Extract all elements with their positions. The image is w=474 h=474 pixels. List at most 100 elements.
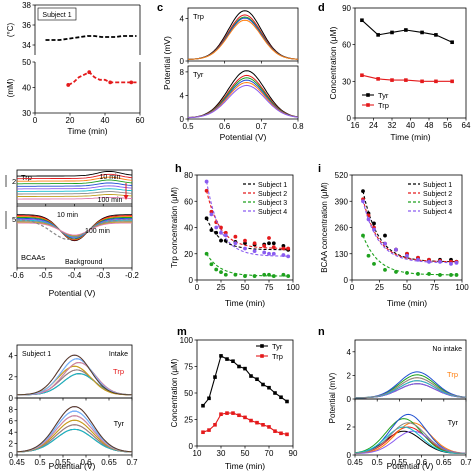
- data-point: [267, 425, 271, 429]
- voltammogram-curve: [17, 176, 133, 182]
- data-point: [237, 413, 241, 418]
- annotation-text: 100 min: [85, 228, 110, 235]
- data-point: [383, 241, 387, 246]
- legend-label: Subject 2: [423, 191, 452, 198]
- panel-letter: d: [318, 2, 325, 14]
- x-tick-label: -0.5: [39, 271, 53, 280]
- data-point: [360, 18, 364, 23]
- data-point: [285, 432, 289, 437]
- data-point: [450, 40, 454, 45]
- x-tick-label: 0.7: [460, 458, 472, 467]
- y-tick-label: 50: [22, 58, 31, 67]
- y-tick-label: 130: [335, 250, 349, 259]
- data-point: [209, 262, 214, 267]
- data-point: [243, 246, 247, 251]
- y-tick-label: 0: [344, 276, 349, 285]
- data-point: [223, 233, 228, 238]
- annotation-text: 100 min: [98, 197, 123, 204]
- legend-marker: [260, 344, 264, 348]
- data-point: [252, 241, 257, 246]
- lower-axes-frame: [16, 397, 133, 456]
- x-tick-label: -0.4: [68, 271, 82, 280]
- data-point: [267, 241, 271, 246]
- voltammogram-curve: [354, 426, 466, 454]
- x-tick-label: 32: [388, 121, 397, 130]
- data-point: [376, 33, 380, 37]
- annotation-text: 10 min: [57, 212, 78, 219]
- y-tick-label: 38: [22, 1, 31, 10]
- legend-label: Subject 4: [423, 209, 452, 216]
- y-tick-label: 34: [22, 41, 31, 50]
- x-axis-title: Time (min): [390, 132, 430, 142]
- lower-axes-frame: [187, 65, 299, 120]
- x-axis-title: Potential (V): [49, 461, 96, 471]
- fit-line: [206, 181, 289, 257]
- data-point: [394, 247, 398, 252]
- data-point: [201, 403, 205, 408]
- upper-axes-frame: [187, 7, 299, 62]
- data-point: [87, 70, 92, 75]
- y-tick-label: 2: [347, 423, 352, 432]
- data-point: [261, 382, 265, 387]
- voltammogram-curve: [188, 84, 299, 119]
- x-axis-title: Potential (V): [387, 461, 434, 471]
- y-tick-label: 75: [184, 363, 193, 372]
- x-tick-label: -0.2: [125, 271, 139, 280]
- x-axis-title: Potential (V): [220, 132, 267, 142]
- voltammogram-curve: [17, 221, 132, 237]
- y-tick-label: 0: [189, 276, 194, 285]
- data-point: [420, 30, 424, 35]
- x-tick-label: 30: [217, 449, 226, 458]
- data-point: [231, 411, 235, 415]
- y-tick-label: 4: [9, 352, 14, 361]
- x-tick-label: 90: [289, 449, 298, 458]
- voltammogram-curve: [17, 220, 132, 237]
- data-point: [209, 212, 214, 217]
- x-tick-label: 0.7: [126, 458, 138, 467]
- data-point: [390, 30, 394, 35]
- data-point: [372, 261, 376, 266]
- y-axis-title: Concentration (μM): [170, 358, 179, 427]
- y-tick-label: 0: [9, 451, 14, 460]
- y-tick-label: 30: [22, 109, 31, 118]
- data-point: [271, 241, 276, 246]
- data-point: [243, 415, 247, 420]
- data-point: [219, 270, 223, 275]
- legend-label: Tyr: [378, 91, 389, 100]
- y-tick-label: 4: [9, 428, 14, 437]
- voltammogram-curve: [355, 383, 467, 399]
- y-tick-label: 0: [180, 115, 185, 124]
- y-tick-label: 0: [347, 395, 352, 404]
- panel-letter: n: [318, 326, 325, 338]
- x-tick-label: 75: [430, 283, 439, 292]
- series-label: Trp: [21, 173, 32, 182]
- x-tick-label: 50: [241, 283, 250, 292]
- voltammogram-curve: [17, 191, 133, 195]
- data-point: [390, 78, 394, 82]
- y-tick-label: 40: [184, 224, 193, 233]
- x-tick-label: 0.8: [292, 122, 304, 131]
- y-tick-label: 260: [335, 224, 349, 233]
- data-point: [213, 375, 217, 379]
- annotation-text: Background: [65, 259, 102, 266]
- data-point: [207, 428, 211, 432]
- voltammogram-curve: [188, 17, 299, 60]
- data-point: [231, 359, 235, 363]
- voltammogram-curve: [355, 377, 467, 399]
- voltammogram-curve: [17, 179, 133, 185]
- voltammogram-curve: [188, 19, 299, 60]
- data-point: [267, 251, 271, 256]
- data-point: [434, 33, 438, 37]
- y-tick-label: 4: [180, 15, 185, 24]
- legend-label: Subject 3: [423, 200, 452, 207]
- data-point: [372, 221, 376, 226]
- y-axis-title: BCAA concentration (μM): [320, 182, 329, 273]
- voltammogram-curve: [17, 215, 132, 241]
- y-tick-label: 36: [22, 21, 31, 30]
- data-point: [237, 364, 241, 369]
- y-tick-label: 60: [184, 197, 193, 206]
- data-point: [273, 429, 277, 433]
- voltammogram-curve: [17, 214, 132, 242]
- voltammogram-curve: [354, 430, 467, 454]
